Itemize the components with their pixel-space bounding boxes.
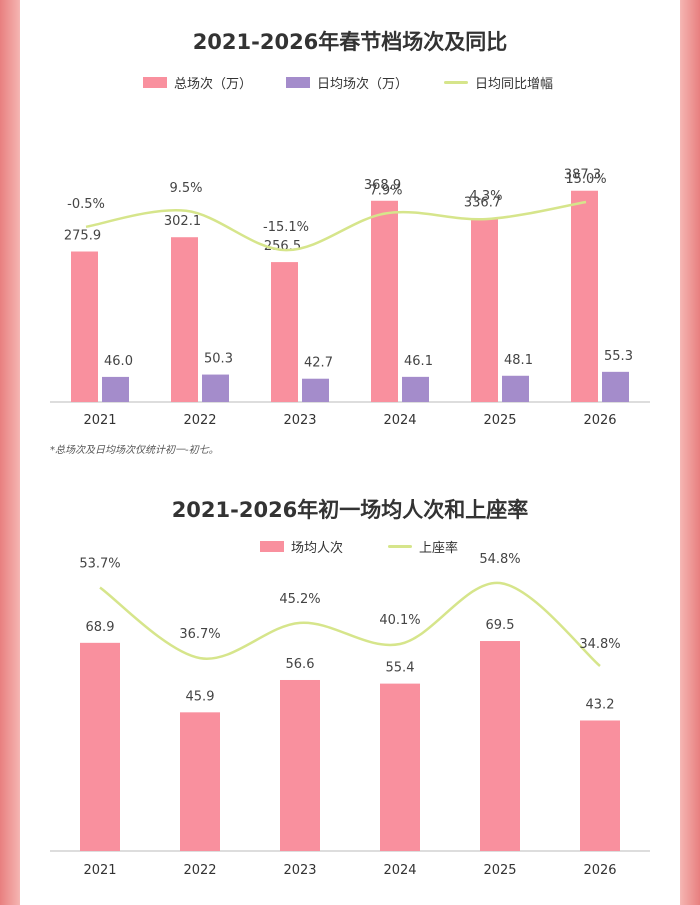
data-label-occupancy: 54.8% (479, 552, 520, 567)
data-label-daily: 46.0 (104, 354, 133, 369)
data-label-daily: 46.1 (404, 354, 433, 369)
chart-1-plot: 275.946.02021302.150.32022256.542.720233… (50, 168, 650, 428)
data-label-attendance: 55.4 (386, 661, 415, 676)
data-label-occupancy: 45.2% (279, 592, 320, 607)
report-card: 2021-2026年春节档场次及同比 总场次（万） 日均场次（万） 日均同比增幅… (20, 0, 680, 905)
x-tick-label: 2021 (83, 413, 116, 428)
data-label-daily: 50.3 (204, 352, 233, 367)
data-label-yoy: -0.5% (67, 197, 105, 212)
x-tick-label: 2026 (583, 413, 616, 428)
data-label-yoy: 4.3% (469, 189, 502, 204)
data-label-attendance: 68.9 (86, 620, 115, 635)
data-label-total: 387.3 (564, 168, 601, 183)
data-label-daily: 48.1 (504, 353, 533, 368)
data-label-occupancy: 53.7% (79, 557, 120, 572)
data-label-yoy: 9.5% (169, 181, 202, 196)
x-tick-label: 2022 (183, 413, 216, 428)
chart-2-plot: 68.9 2021 45.9 2022 56.6 2023 55.4 2024 69.5 2025… (50, 552, 650, 878)
legend-item-daily-screenings: 日均场次（万） (286, 72, 408, 92)
bar-total-screenings (171, 237, 198, 402)
x-tick-label: 2022 (183, 863, 216, 878)
data-label-occupancy: 40.1% (379, 613, 420, 628)
bar-avg-attendance (480, 641, 520, 851)
x-tick-label: 2024 (383, 413, 416, 428)
data-label-total: 302.1 (164, 214, 201, 229)
data-label-occupancy: 36.7% (179, 627, 220, 642)
data-label-yoy: 7.9% (369, 183, 402, 198)
legend-swatch (143, 76, 167, 88)
line-daily-yoy (85, 200, 587, 252)
chart-legend: 场均人次 上座率 (20, 536, 680, 556)
bar-total-screenings (371, 200, 398, 402)
x-tick-label: 2021 (83, 863, 116, 878)
chart-title: 2021-2026年初一场均人次和上座率 (171, 498, 529, 522)
bar-total-screenings (71, 251, 98, 402)
bar-total-screenings (571, 190, 598, 402)
bar-daily-screenings (302, 378, 329, 402)
legend-label: 日均同比增幅 (475, 76, 554, 92)
data-label-daily: 55.3 (604, 349, 633, 364)
bar-total-screenings (471, 218, 498, 402)
bar-avg-attendance (380, 683, 420, 851)
data-label-yoy: -15.1% (263, 220, 309, 235)
data-label-attendance: 69.5 (486, 618, 515, 633)
legend-label: 日均场次（万） (317, 76, 409, 92)
bar-avg-attendance (580, 720, 620, 851)
legend-swatch (260, 540, 284, 552)
x-tick-label: 2026 (583, 863, 616, 878)
bar-daily-screenings (202, 374, 229, 402)
legend-label: 上座率 (419, 540, 459, 556)
line-occupancy (99, 581, 601, 667)
x-tick-label: 2025 (483, 413, 516, 428)
x-tick-label: 2023 (283, 413, 316, 428)
data-label-occupancy: 34.8% (579, 637, 620, 652)
chart-title: 2021-2026年春节档场次及同比 (192, 30, 508, 54)
legend-swatch (444, 80, 468, 84)
data-label-total: 275.9 (64, 229, 101, 244)
legend-item-daily-yoy: 日均同比增幅 (444, 72, 553, 92)
data-label-attendance: 56.6 (286, 657, 315, 672)
legend-swatch (286, 76, 310, 88)
bar-avg-attendance (80, 642, 120, 851)
data-label-total: 368.9 (364, 178, 401, 193)
bar-daily-screenings (402, 376, 429, 402)
bar-avg-attendance (180, 712, 220, 851)
chart-legend: 总场次（万） 日均场次（万） 日均同比增幅 (20, 72, 680, 92)
data-label-attendance: 45.9 (186, 689, 215, 704)
legend-item-avg-attendance: 场均人次 (260, 536, 343, 556)
bar-avg-attendance (280, 679, 320, 851)
data-label-attendance: 43.2 (586, 697, 615, 712)
legend-item-total-screenings: 总场次（万） (143, 72, 252, 92)
data-label-yoy: 15.0% (565, 172, 606, 187)
data-label-daily: 42.7 (304, 356, 333, 371)
x-tick-label: 2024 (383, 863, 416, 878)
bar-daily-screenings (602, 371, 629, 402)
bar-daily-screenings (102, 376, 129, 402)
x-tick-label: 2025 (483, 863, 516, 878)
bar-daily-screenings (502, 375, 529, 402)
data-label-total: 336.7 (464, 195, 501, 210)
legend-item-occupancy: 上座率 (388, 536, 458, 556)
bar-total-screenings (271, 262, 298, 402)
chart-footnote: *总场次及日均场次仅统计初一-初七。 (50, 445, 219, 456)
legend-swatch (388, 544, 412, 548)
x-tick-label: 2023 (283, 863, 316, 878)
legend-label: 总场次（万） (174, 76, 253, 92)
legend-label: 场均人次 (291, 540, 344, 556)
